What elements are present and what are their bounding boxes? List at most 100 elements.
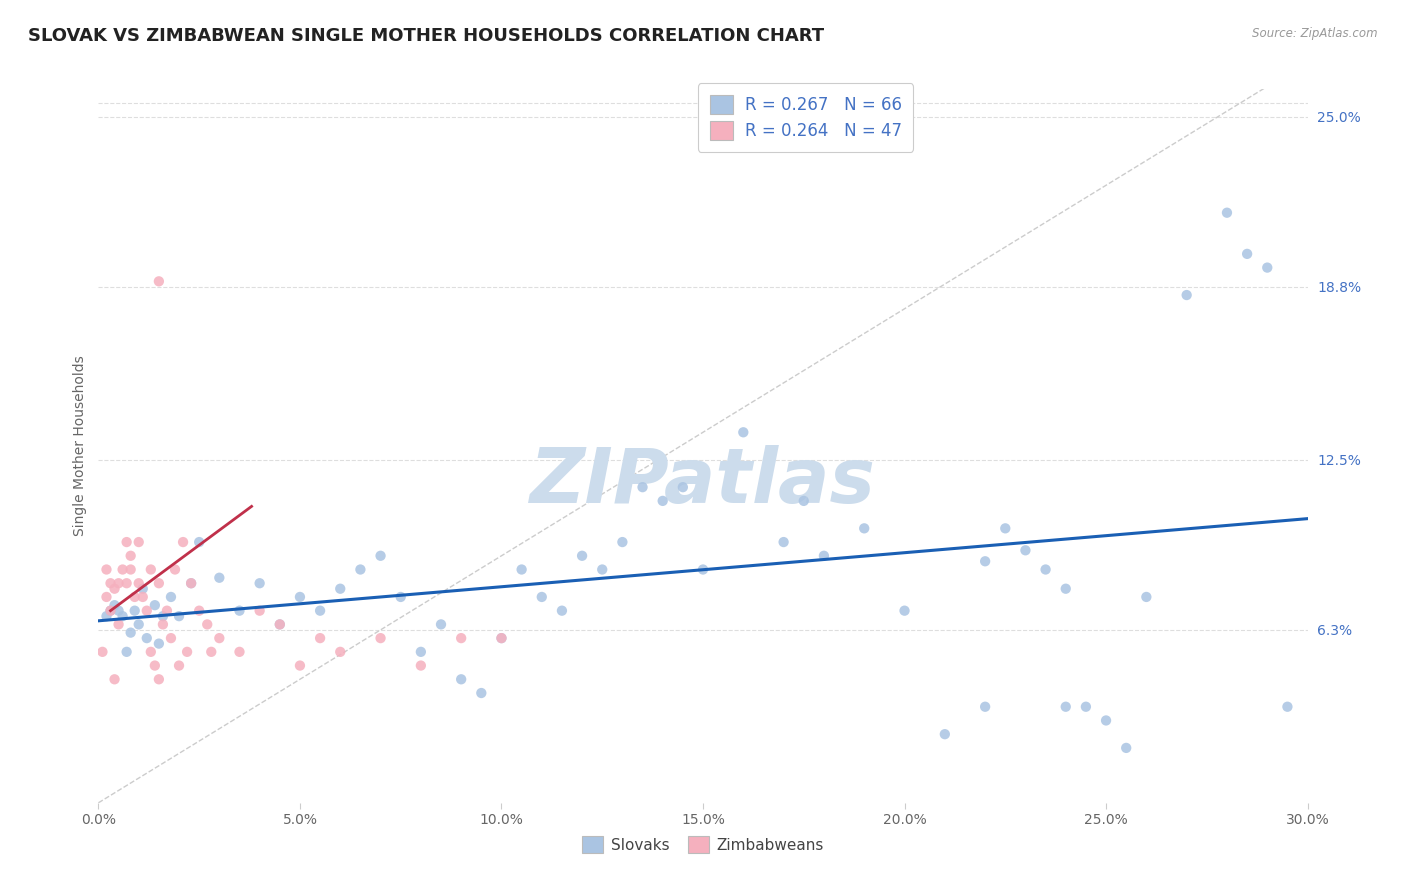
- Point: [853, 521, 876, 535]
- Point: [135, 604, 157, 618]
- Point: [139, 645, 162, 659]
- Point: [200, 645, 222, 659]
- Point: [1035, 562, 1057, 576]
- Point: [370, 549, 392, 563]
- Point: [813, 549, 835, 563]
- Point: [1095, 714, 1118, 728]
- Point: [148, 637, 170, 651]
- Point: [120, 549, 142, 563]
- Point: [167, 609, 190, 624]
- Point: [228, 645, 250, 659]
- Point: [156, 604, 179, 618]
- Point: [329, 582, 352, 596]
- Point: [974, 554, 997, 568]
- Point: [100, 604, 122, 618]
- Point: [288, 658, 311, 673]
- Point: [470, 686, 492, 700]
- Point: [152, 609, 174, 624]
- Point: [124, 590, 146, 604]
- Point: [1135, 590, 1157, 604]
- Point: [651, 494, 673, 508]
- Point: [491, 631, 513, 645]
- Point: [1236, 247, 1258, 261]
- Point: [180, 576, 202, 591]
- Point: [148, 576, 170, 591]
- Point: [172, 535, 194, 549]
- Point: [160, 590, 183, 604]
- Point: [551, 604, 574, 618]
- Point: [491, 631, 513, 645]
- Point: [1277, 699, 1299, 714]
- Point: [103, 582, 125, 596]
- Legend: Slovaks, Zimbabweans: Slovaks, Zimbabweans: [575, 830, 831, 859]
- Point: [152, 617, 174, 632]
- Point: [115, 535, 138, 549]
- Point: [115, 645, 138, 659]
- Point: [1115, 740, 1137, 755]
- Point: [309, 631, 332, 645]
- Point: [1054, 699, 1077, 714]
- Point: [100, 604, 122, 618]
- Point: [103, 598, 125, 612]
- Point: [409, 645, 432, 659]
- Point: [96, 562, 118, 576]
- Point: [249, 576, 271, 591]
- Point: [148, 274, 170, 288]
- Point: [195, 617, 218, 632]
- Point: [631, 480, 654, 494]
- Point: [128, 617, 150, 632]
- Point: [128, 535, 150, 549]
- Point: [1054, 582, 1077, 596]
- Point: [430, 617, 453, 632]
- Point: [571, 549, 593, 563]
- Point: [530, 590, 553, 604]
- Point: [120, 625, 142, 640]
- Point: [139, 562, 162, 576]
- Point: [91, 645, 114, 659]
- Point: [107, 576, 129, 591]
- Point: [120, 562, 142, 576]
- Point: [349, 562, 371, 576]
- Point: [672, 480, 695, 494]
- Point: [1014, 543, 1036, 558]
- Point: [124, 604, 146, 618]
- Point: [1256, 260, 1278, 275]
- Point: [107, 617, 129, 632]
- Point: [167, 658, 190, 673]
- Point: [208, 631, 231, 645]
- Point: [132, 590, 155, 604]
- Point: [389, 590, 412, 604]
- Text: SLOVAK VS ZIMBABWEAN SINGLE MOTHER HOUSEHOLDS CORRELATION CHART: SLOVAK VS ZIMBABWEAN SINGLE MOTHER HOUSE…: [28, 27, 824, 45]
- Point: [96, 590, 118, 604]
- Text: ZIPatlas: ZIPatlas: [530, 445, 876, 518]
- Point: [510, 562, 533, 576]
- Point: [249, 604, 271, 618]
- Point: [111, 609, 134, 624]
- Point: [934, 727, 956, 741]
- Point: [135, 631, 157, 645]
- Point: [115, 576, 138, 591]
- Point: [143, 598, 166, 612]
- Point: [793, 494, 815, 508]
- Point: [180, 576, 202, 591]
- Point: [100, 576, 122, 591]
- Point: [1216, 205, 1239, 219]
- Point: [148, 673, 170, 687]
- Point: [103, 673, 125, 687]
- Point: [132, 582, 155, 596]
- Point: [163, 562, 186, 576]
- Point: [409, 658, 432, 673]
- Point: [1074, 699, 1097, 714]
- Point: [188, 535, 211, 549]
- Point: [974, 699, 997, 714]
- Point: [772, 535, 794, 549]
- Y-axis label: Single Mother Households: Single Mother Households: [73, 356, 87, 536]
- Point: [107, 604, 129, 618]
- Point: [450, 631, 472, 645]
- Text: Source: ZipAtlas.com: Source: ZipAtlas.com: [1253, 27, 1378, 40]
- Point: [733, 425, 755, 440]
- Point: [288, 590, 311, 604]
- Point: [692, 562, 714, 576]
- Point: [591, 562, 613, 576]
- Point: [111, 562, 134, 576]
